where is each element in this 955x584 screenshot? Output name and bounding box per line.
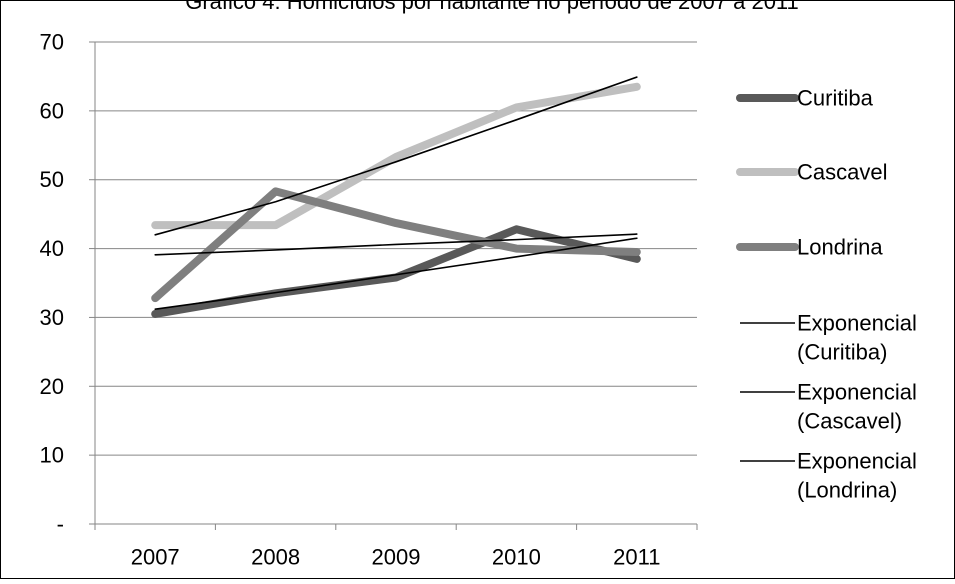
y-tick-label: 40 bbox=[40, 236, 64, 261]
x-tick-label: 2008 bbox=[251, 545, 300, 570]
legend-label: (Cascavel) bbox=[797, 409, 902, 434]
legend-label: Exponencial bbox=[797, 449, 917, 474]
legend: Curitiba Cascavel Londrina Exponencial (Curi… bbox=[736, 86, 917, 503]
y-tick-label: - bbox=[57, 512, 64, 537]
legend-label: Londrina bbox=[797, 235, 883, 260]
data-series bbox=[151, 82, 641, 318]
legend-label: Exponencial bbox=[797, 380, 917, 405]
gridlines bbox=[95, 41, 697, 456]
legend-item: Exponencial (Curitiba) bbox=[740, 311, 917, 365]
legend-item: Cascavel bbox=[736, 160, 887, 185]
y-tick-label: 50 bbox=[40, 167, 64, 192]
y-tick-label: 10 bbox=[40, 443, 64, 468]
x-tick-label: 2007 bbox=[131, 545, 180, 570]
legend-item: Curitiba bbox=[736, 86, 874, 111]
legend-item: Londrina bbox=[736, 235, 883, 260]
axes: - 10 20 30 40 50 60 70 2007 2008 2009 2010 2011 bbox=[40, 30, 698, 570]
series-line-exponencial-londrina bbox=[154, 233, 638, 256]
x-tick-label: 2010 bbox=[492, 545, 541, 570]
trendlines bbox=[154, 76, 638, 310]
legend-label: Curitiba bbox=[797, 86, 874, 111]
legend-label: Cascavel bbox=[797, 160, 887, 185]
series-line-exponencial-curitiba bbox=[154, 237, 638, 310]
y-tick-label: 70 bbox=[40, 30, 64, 55]
legend-item: Exponencial (Cascavel) bbox=[740, 380, 917, 434]
legend-label: Exponencial bbox=[797, 311, 917, 336]
legend-label: (Curitiba) bbox=[797, 340, 887, 365]
y-tick-label: 60 bbox=[40, 98, 64, 123]
legend-label: (Londrina) bbox=[797, 478, 897, 503]
y-tick-label: 20 bbox=[40, 374, 64, 399]
series-line-londrina bbox=[151, 187, 641, 303]
x-tick-label: 2009 bbox=[372, 545, 421, 570]
x-tick-label: 2011 bbox=[613, 545, 660, 570]
legend-item: Exponencial (Londrina) bbox=[740, 449, 917, 503]
series-line-exponencial-cascavel bbox=[154, 76, 638, 236]
series-line-curitiba bbox=[151, 225, 641, 318]
chart-title: Gráfico 4: Homicídios por habitante no p… bbox=[185, 0, 799, 14]
y-tick-label: 30 bbox=[40, 305, 64, 330]
